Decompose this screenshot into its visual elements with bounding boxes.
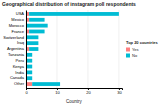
- plot: 0 10 20 30 USAMexicoMoroccoFranceSwitzerland…: [3, 10, 122, 95]
- grid-line: [87, 10, 88, 88]
- x-axis-title: Country: [66, 99, 83, 104]
- legend-swatch: [126, 54, 130, 58]
- legend-label: Yes: [132, 47, 139, 52]
- y-tick-label: Iraq: [17, 40, 24, 45]
- x-tick-label: 30: [117, 90, 122, 95]
- y-tick-label: USA: [16, 11, 25, 16]
- legend-swatch: [126, 48, 130, 52]
- series: [26, 12, 119, 86]
- x-tick: 20: [86, 88, 91, 95]
- x-tick-label: 0: [25, 90, 28, 95]
- bar: [26, 24, 48, 28]
- y-axis: USAMexicoMoroccoFranceSwitzerlandIraqArg…: [3, 11, 26, 89]
- bar: [29, 47, 38, 51]
- bar: [32, 82, 60, 86]
- y-tick-label: France: [12, 29, 25, 34]
- y-tick: USA: [16, 11, 25, 16]
- y-tick: Canada: [10, 75, 25, 80]
- legend: Top 20 countries YesNo: [126, 40, 158, 58]
- x-tick-label: 10: [55, 90, 60, 95]
- y-tick-label: India: [15, 70, 24, 75]
- y-tick: Argentina: [7, 46, 25, 51]
- bar: [29, 30, 44, 34]
- y-tick-label: Argentina: [7, 46, 25, 51]
- y-tick: India: [15, 70, 24, 75]
- y-tick-label: Peru: [16, 58, 24, 63]
- bars: [26, 12, 119, 86]
- x-tick: 10: [55, 88, 60, 95]
- y-tick: Peru: [16, 58, 24, 63]
- bar: [29, 18, 44, 22]
- y-tick-label: Switzerland: [3, 35, 24, 40]
- y-tick: Iraq: [17, 40, 24, 45]
- y-tick-label: Mexico: [11, 17, 24, 22]
- legend-title: Top 20 countries: [126, 40, 158, 45]
- y-tick-label: Tanzania: [8, 52, 25, 57]
- y-tick: Tanzania: [8, 52, 25, 57]
- grid-line: [26, 10, 27, 88]
- grid: [26, 10, 119, 88]
- bar: [26, 41, 38, 45]
- grid-line: [56, 10, 57, 88]
- y-axis-line: [26, 11, 27, 89]
- bar: [26, 35, 38, 39]
- y-tick-label: Morocco: [9, 23, 25, 28]
- x-tick-label: 20: [86, 90, 91, 95]
- x-axis-line: [27, 89, 123, 91]
- y-tick: Other: [14, 81, 25, 86]
- grid-line: [118, 10, 119, 88]
- y-tick-label: Canada: [10, 75, 25, 80]
- y-tick: Morocco: [9, 23, 25, 28]
- x-tick: 0: [25, 88, 28, 95]
- y-tick: France: [12, 29, 25, 34]
- y-tick-label: Kenya: [13, 64, 25, 69]
- legend-label: No: [132, 53, 138, 58]
- y-tick: Kenya: [13, 64, 25, 69]
- bar: [29, 12, 119, 16]
- x-axis: 0 10 20 30: [25, 88, 122, 95]
- y-tick: Switzerland: [3, 35, 24, 40]
- title: Geographical distribution of instagram p…: [2, 1, 136, 7]
- x-tick: 30: [117, 88, 122, 95]
- chart: Geographical distribution of instagram p…: [0, 0, 160, 106]
- y-tick: Mexico: [11, 17, 24, 22]
- y-tick-label: Other: [14, 81, 25, 86]
